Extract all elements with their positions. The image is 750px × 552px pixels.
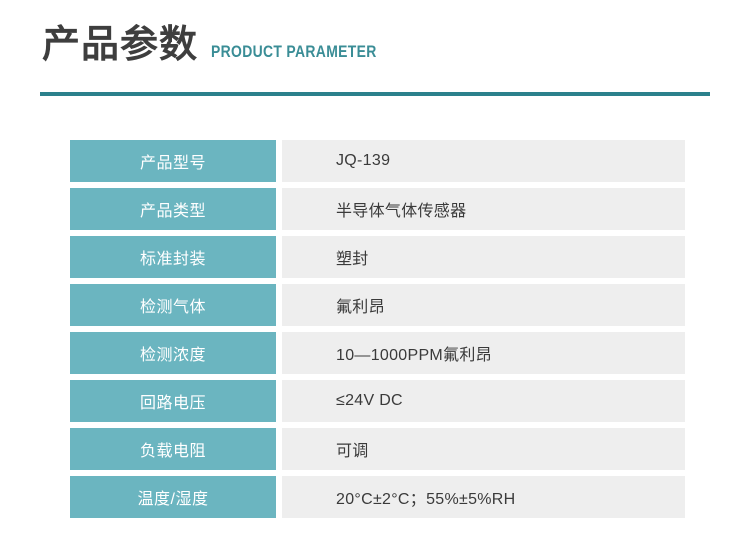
spec-value-cell: 塑封 <box>282 236 685 278</box>
spec-row: 产品类型 半导体气体传感器 <box>70 188 685 230</box>
spec-label-cell: 负载电阻 <box>70 428 276 470</box>
spec-value-cell: 20°C±2°C；55%±5%RH <box>282 476 685 518</box>
spec-value-cell: 可调 <box>282 428 685 470</box>
spec-value-cell: JQ-139 <box>282 140 685 182</box>
spec-value-cell: ≤24V DC <box>282 380 685 422</box>
page-header: 产品参数 PRODUCT PARAMETER <box>42 26 413 64</box>
spec-value-cell: 半导体气体传感器 <box>282 188 685 230</box>
spec-table: 产品型号 JQ-139 产品类型 半导体气体传感器 标准封装 塑封 检测气体 氟利昂 检测浓度 1… <box>70 140 685 518</box>
spec-value-cell: 10—1000PPM氟利昂 <box>282 332 685 374</box>
spec-row: 温度/湿度 20°C±2°C；55%±5%RH <box>70 476 685 518</box>
spec-row: 负载电阻 可调 <box>70 428 685 470</box>
spec-label-cell: 回路电压 <box>70 380 276 422</box>
page-title: 产品参数 <box>42 24 199 66</box>
spec-row: 回路电压 ≤24V DC <box>70 380 685 422</box>
spec-label-cell: 标准封装 <box>70 236 276 278</box>
spec-value-cell: 氟利昂 <box>282 284 685 326</box>
spec-label-cell: 产品类型 <box>70 188 276 230</box>
spec-label-cell: 产品型号 <box>70 140 276 182</box>
spec-label-cell: 温度/湿度 <box>70 476 276 518</box>
spec-label-cell: 检测浓度 <box>70 332 276 374</box>
spec-row: 产品型号 JQ-139 <box>70 140 685 182</box>
header-divider <box>40 92 710 96</box>
page-subtitle: PRODUCT PARAMETER <box>211 42 377 61</box>
spec-row: 检测气体 氟利昂 <box>70 284 685 326</box>
spec-row: 标准封装 塑封 <box>70 236 685 278</box>
spec-label-cell: 检测气体 <box>70 284 276 326</box>
spec-row: 检测浓度 10—1000PPM氟利昂 <box>70 332 685 374</box>
